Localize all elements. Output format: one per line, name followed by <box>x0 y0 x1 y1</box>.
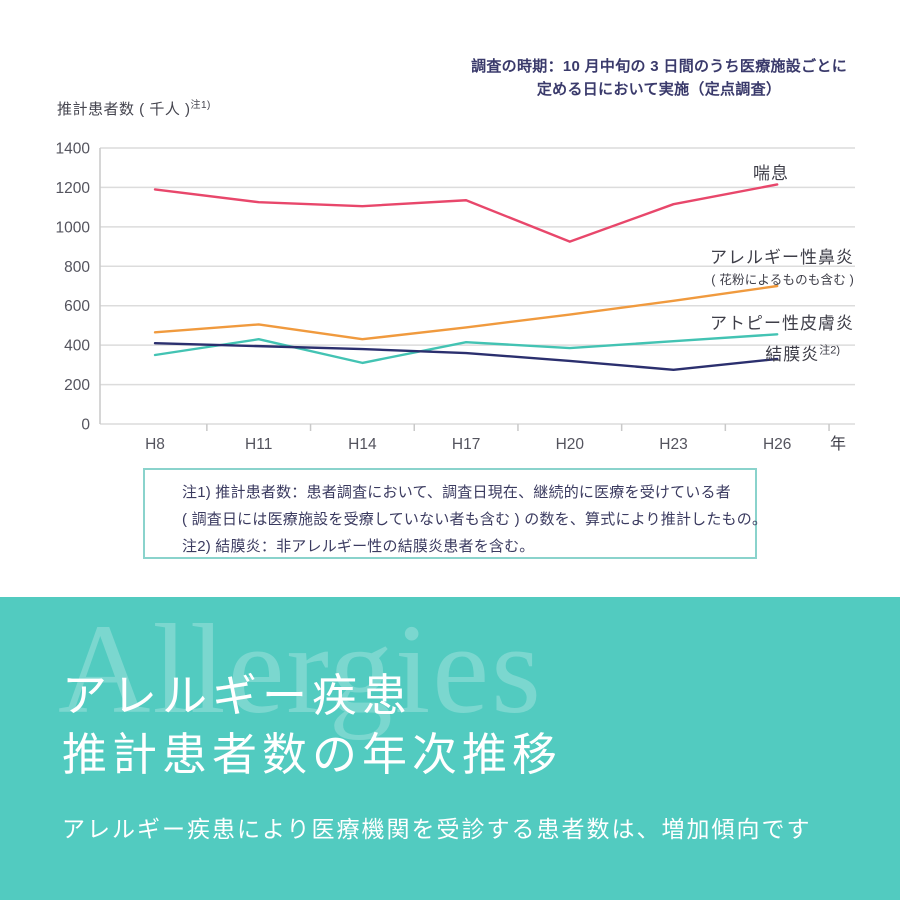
title-banner: Allergies アレルギー疾患 推計患者数の年次推移 アレルギー疾患により医… <box>0 597 900 900</box>
survey-period-note: 調査の時期：10 月中旬の 3 日間のうち医療施設ごとに 定める日において実施（… <box>471 55 847 101</box>
series-label-conjunctivitis-footnote-ref: 注2) <box>819 344 840 357</box>
y-axis-title-text: 推計患者数 ( 千人 ) <box>57 101 191 118</box>
watermark-text: Allergies <box>58 598 543 740</box>
banner-title: アレルギー疾患 推計患者数の年次推移 <box>62 667 562 785</box>
y-tick-label: 800 <box>64 259 90 276</box>
y-tick-label: 0 <box>81 417 90 434</box>
footnotes-box: 注1) 推計患者数：患者調査において、調査日現在、継続的に医療を受けている者 (… <box>143 468 768 559</box>
series-label-rhinitis-name: アレルギー性鼻炎 <box>710 248 854 267</box>
y-tick-label: 200 <box>64 377 90 394</box>
banner-subtitle: アレルギー疾患により医療機関を受診する患者数は、増加傾向です <box>62 817 812 842</box>
line-chart-svg: 0 200 400 600 800 1000 1200 1400 H8 H11 H14 H17 H20 H… <box>56 141 855 453</box>
series-label-rhinitis-note: ( 花粉によるものも含む ) <box>711 273 854 287</box>
x-tick-label: H14 <box>348 436 377 453</box>
y-tick-label: 1400 <box>56 141 91 158</box>
series-line-3 <box>153 341 779 371</box>
x-tick-label: H17 <box>452 436 480 453</box>
series-line-0 <box>153 183 779 243</box>
banner-title-line1: アレルギー疾患 <box>62 671 413 721</box>
x-tick-label: H26 <box>763 436 791 453</box>
series-line-2 <box>153 333 779 365</box>
series-label-conjunctivitis-name: 結膜炎 <box>765 345 820 364</box>
survey-period-note-line1: 調査の時期：10 月中旬の 3 日間のうち医療施設ごとに <box>471 58 847 75</box>
y-tick-label: 400 <box>64 338 90 355</box>
x-tick-label: H11 <box>245 436 272 453</box>
y-tick-label: 1200 <box>56 180 91 197</box>
footnote-1-line1: 注1) 推計患者数：患者調査において、調査日現在、継続的に医療を受けている者 <box>182 484 731 501</box>
series-label-asthma: 喘息 <box>753 164 789 183</box>
series-label-atopic: アトピー性皮膚炎 <box>710 314 854 333</box>
series-line-1 <box>153 284 779 341</box>
x-axis-unit-label: 年 <box>830 435 846 453</box>
y-tick-label: 1000 <box>56 219 91 236</box>
x-tick-label: H20 <box>556 436 585 453</box>
banner-title-line2: 推計患者数の年次推移 <box>62 730 563 780</box>
footnote-2: 注2) 結膜炎：非アレルギー性の結膜炎患者を含む。 <box>182 538 535 555</box>
y-axis-title: 推計患者数 ( 千人 )注1) <box>57 96 211 119</box>
x-tick-label: H8 <box>145 436 165 453</box>
x-tick-label: H23 <box>659 436 687 453</box>
survey-period-note-line2: 定める日において実施（定点調査） <box>536 81 782 98</box>
footnote-1-line2: ( 調査日には医療施設を受療していない者も含む ) の数を、算式により推計したも… <box>182 511 768 528</box>
y-axis-title-footnote-ref: 注1) <box>190 100 211 111</box>
y-tick-label: 600 <box>64 298 90 315</box>
series-label-rhinitis: アレルギー性鼻炎 ( 花粉によるものも含む ) <box>710 243 854 288</box>
series-label-conjunctivitis: 結膜炎注2) <box>765 340 840 365</box>
